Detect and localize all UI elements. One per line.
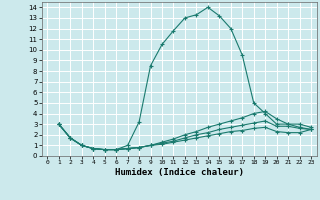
X-axis label: Humidex (Indice chaleur): Humidex (Indice chaleur) <box>115 168 244 177</box>
